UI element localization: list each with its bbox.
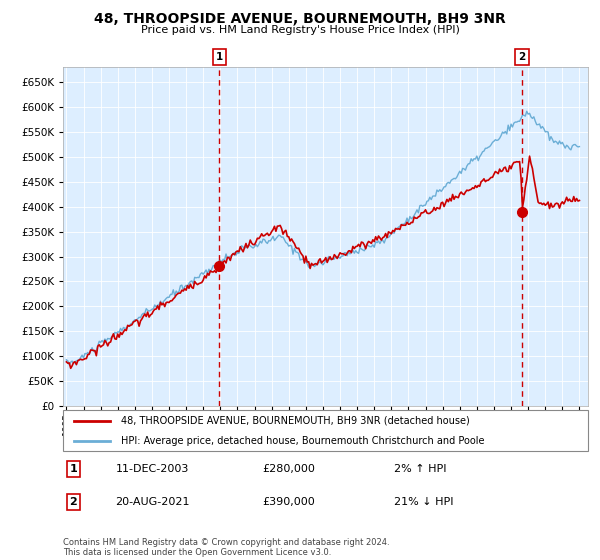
Text: 1: 1 <box>216 52 223 62</box>
Text: £280,000: £280,000 <box>263 464 316 474</box>
Text: Contains HM Land Registry data © Crown copyright and database right 2024.
This d: Contains HM Land Registry data © Crown c… <box>63 538 389 557</box>
FancyBboxPatch shape <box>63 410 588 451</box>
Text: 2: 2 <box>70 497 77 507</box>
Text: 1: 1 <box>70 464 77 474</box>
Text: £390,000: £390,000 <box>263 497 315 507</box>
Text: 2: 2 <box>518 52 526 62</box>
Text: 48, THROOPSIDE AVENUE, BOURNEMOUTH, BH9 3NR (detached house): 48, THROOPSIDE AVENUE, BOURNEMOUTH, BH9 … <box>121 416 470 426</box>
Text: 20-AUG-2021: 20-AUG-2021 <box>115 497 190 507</box>
Text: Price paid vs. HM Land Registry's House Price Index (HPI): Price paid vs. HM Land Registry's House … <box>140 25 460 35</box>
Text: 11-DEC-2003: 11-DEC-2003 <box>115 464 189 474</box>
Text: HPI: Average price, detached house, Bournemouth Christchurch and Poole: HPI: Average price, detached house, Bour… <box>121 436 484 446</box>
Text: 48, THROOPSIDE AVENUE, BOURNEMOUTH, BH9 3NR: 48, THROOPSIDE AVENUE, BOURNEMOUTH, BH9 … <box>94 12 506 26</box>
Text: 2% ↑ HPI: 2% ↑ HPI <box>394 464 446 474</box>
Text: 21% ↓ HPI: 21% ↓ HPI <box>394 497 453 507</box>
